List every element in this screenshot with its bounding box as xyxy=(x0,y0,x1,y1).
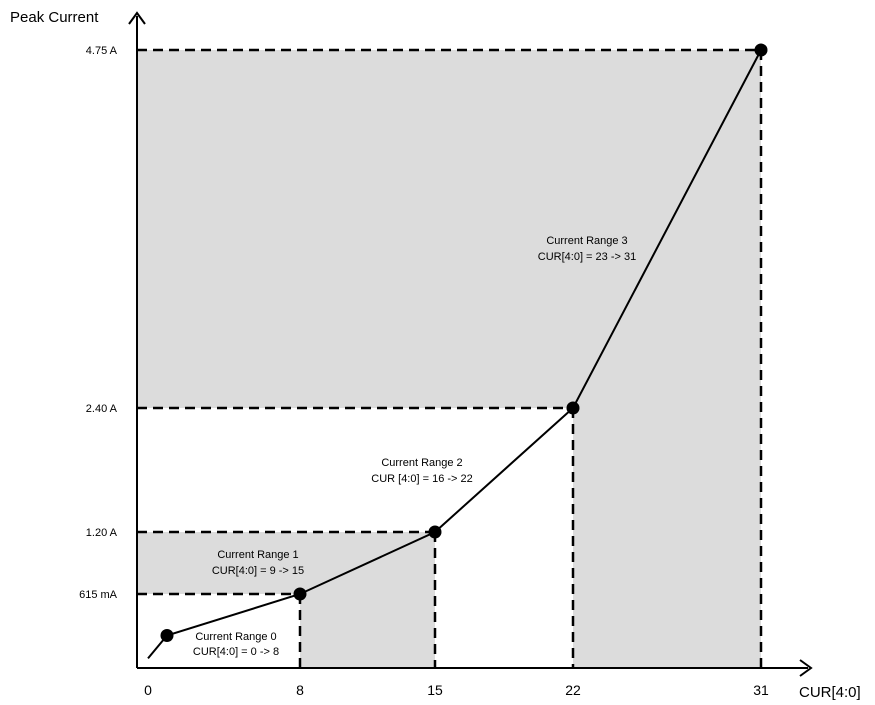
range-shading xyxy=(137,50,761,668)
range-2-title: Current Range 2 xyxy=(381,457,462,469)
range-1-title: Current Range 1 xyxy=(217,549,298,561)
y-axis-label: Peak Current xyxy=(10,9,99,26)
shade-range-3-left xyxy=(137,50,573,408)
x-tick-label-0: 0 xyxy=(144,682,152,698)
data-point-2 xyxy=(293,587,307,601)
range-2-rule: CUR [4:0] = 16 -> 22 xyxy=(371,473,473,485)
range-3-title: Current Range 3 xyxy=(546,235,627,247)
range-0-rule: CUR[4:0] = 0 -> 8 xyxy=(193,646,279,658)
x-axis-arrow xyxy=(799,659,813,677)
y-tick-labels: 615 mA 1.20 A 2.40 A 4.75 A xyxy=(79,45,118,601)
shade-range-1 xyxy=(300,532,435,668)
x-tick-labels: 0 8 15 22 31 xyxy=(144,682,769,698)
y-tick-label-1: 1.20 A xyxy=(86,527,118,539)
range-1-rule: CUR[4:0] = 9 -> 15 xyxy=(212,565,304,577)
y-tick-label-0: 615 mA xyxy=(79,589,118,601)
shade-range-1-left xyxy=(137,532,300,594)
data-points xyxy=(160,43,768,643)
x-tick-label-2: 15 xyxy=(427,682,443,698)
y-axis-arrow xyxy=(128,11,146,25)
y-tick-label-3: 4.75 A xyxy=(86,45,118,57)
x-tick-label-3: 22 xyxy=(565,682,581,698)
data-point-1 xyxy=(160,629,174,643)
range-0-title: Current Range 0 xyxy=(195,631,276,643)
x-axis-label: CUR[4:0] xyxy=(799,684,861,701)
shade-range-3 xyxy=(573,50,761,668)
x-tick-label-1: 8 xyxy=(296,682,304,698)
y-tick-label-2: 2.40 A xyxy=(86,403,118,415)
data-point-5 xyxy=(754,43,768,57)
dashed-guides xyxy=(137,48,763,668)
axes xyxy=(128,11,813,677)
range-3-rule: CUR[4:0] = 23 -> 31 xyxy=(538,251,636,263)
range-annotations: Current Range 0 CUR[4:0] = 0 -> 8 Curren… xyxy=(193,235,636,658)
x-tick-label-4: 31 xyxy=(753,682,769,698)
data-point-4 xyxy=(566,401,580,415)
data-point-3 xyxy=(428,525,442,539)
